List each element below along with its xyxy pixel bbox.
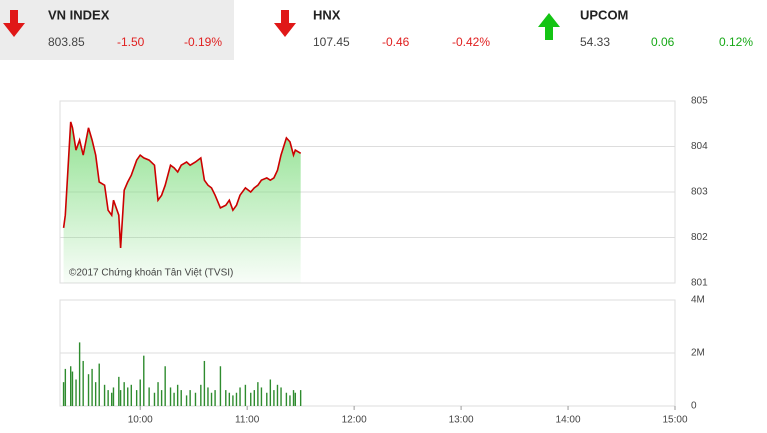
volume-bar xyxy=(285,392,288,406)
down-arrow xyxy=(3,10,25,37)
volume-bar xyxy=(135,390,138,406)
index-percent: 0.12% xyxy=(719,35,753,49)
x-tick-label: 15:00 xyxy=(662,415,687,426)
volume-bar xyxy=(219,366,222,406)
volume-bar xyxy=(250,392,252,406)
volume-bar xyxy=(110,392,113,406)
volume-bar xyxy=(139,379,141,406)
y-tick-label: 803 xyxy=(691,187,708,198)
volume-bar xyxy=(253,390,256,406)
volume-bar xyxy=(239,387,241,406)
x-tick-label: 12:00 xyxy=(342,415,367,426)
volume-bar xyxy=(280,387,282,406)
y-tick-label: 801 xyxy=(691,278,708,289)
volume-bar xyxy=(98,363,100,406)
volume-bar xyxy=(289,395,291,406)
volume-bar xyxy=(69,366,72,406)
volume-bar xyxy=(260,387,263,406)
volume-bar xyxy=(94,382,97,406)
y-tick-label: 805 xyxy=(691,96,708,107)
volume-bar xyxy=(91,368,93,406)
volume-bar xyxy=(185,395,188,406)
volume-bar xyxy=(143,355,145,406)
volume-bar xyxy=(269,379,272,406)
volume-bar xyxy=(276,384,279,406)
volume-bar xyxy=(148,387,150,406)
volume-bar xyxy=(119,390,122,406)
header-selected xyxy=(0,0,234,60)
volume-bar xyxy=(294,392,297,406)
x-tick-label: 10:00 xyxy=(128,415,153,426)
price-area xyxy=(63,121,301,284)
volume-bar xyxy=(173,392,175,406)
down-arrow xyxy=(274,10,296,37)
volume-bar xyxy=(118,376,120,406)
volume-bar xyxy=(71,371,74,406)
volume-bar xyxy=(257,382,259,406)
y-tick-label: 802 xyxy=(691,232,708,243)
x-tick-label: 14:00 xyxy=(556,415,581,426)
index-value: 54.33 xyxy=(580,35,610,49)
volume-bar xyxy=(176,384,179,406)
index-value: 107.45 xyxy=(313,35,350,49)
volume-bar xyxy=(160,390,163,406)
volume-bar xyxy=(203,360,206,406)
volume-bar xyxy=(153,392,156,406)
volume-bar xyxy=(232,395,234,406)
volume-bar xyxy=(194,392,197,406)
index-change: -0.46 xyxy=(382,35,410,49)
x-tick-label: 13:00 xyxy=(449,415,474,426)
x-tick-label: 11:00 xyxy=(235,415,260,426)
index-change: 0.06 xyxy=(651,35,675,49)
volume-bar xyxy=(228,392,231,406)
volume-bar xyxy=(207,387,209,406)
volume-bar xyxy=(127,387,129,406)
volume-bar xyxy=(78,342,81,406)
volume-bar xyxy=(244,384,247,406)
volume-bar xyxy=(130,384,133,406)
volume-bar xyxy=(107,390,109,406)
volume-bar xyxy=(292,390,295,406)
volume-bar xyxy=(200,384,202,406)
volume-bar xyxy=(210,392,213,406)
volume-bar xyxy=(169,387,172,406)
index-percent: -0.19% xyxy=(184,35,222,49)
y-tick-label: 4M xyxy=(691,295,705,306)
volume-bar xyxy=(82,360,84,406)
volume-bar xyxy=(103,384,106,406)
volume-bar xyxy=(123,382,125,406)
up-arrow xyxy=(538,13,560,40)
price-line xyxy=(62,121,302,249)
volume-bar xyxy=(189,390,191,406)
volume-bar xyxy=(62,382,65,406)
index-change: -1.50 xyxy=(117,35,145,49)
index-name[interactable]: HNX xyxy=(313,7,341,22)
volume-bar xyxy=(164,366,166,406)
y-tick-label: 0 xyxy=(691,401,697,412)
volume-bar xyxy=(112,387,115,406)
y-tick-label: 804 xyxy=(691,141,708,152)
y-tick-label: 2M xyxy=(691,348,705,359)
index-value: 803.85 xyxy=(48,35,85,49)
volume-bar xyxy=(64,368,67,406)
volume-bar xyxy=(75,379,77,406)
index-percent: -0.42% xyxy=(452,35,490,49)
volume-bar xyxy=(214,390,216,406)
volume-bar xyxy=(87,374,90,406)
volume-bar xyxy=(266,392,268,406)
volume-bar xyxy=(225,390,227,406)
index-name[interactable]: UPCOM xyxy=(580,7,628,22)
index-name[interactable]: VN INDEX xyxy=(48,7,110,22)
volume-bar xyxy=(299,390,302,406)
volume-bar xyxy=(273,390,275,406)
volume-bar xyxy=(180,390,182,406)
watermark: ©2017 Chứng khoán Tân Việt (TVSI) xyxy=(69,268,233,279)
volume-bar xyxy=(157,382,159,406)
volume-bar xyxy=(235,392,238,406)
